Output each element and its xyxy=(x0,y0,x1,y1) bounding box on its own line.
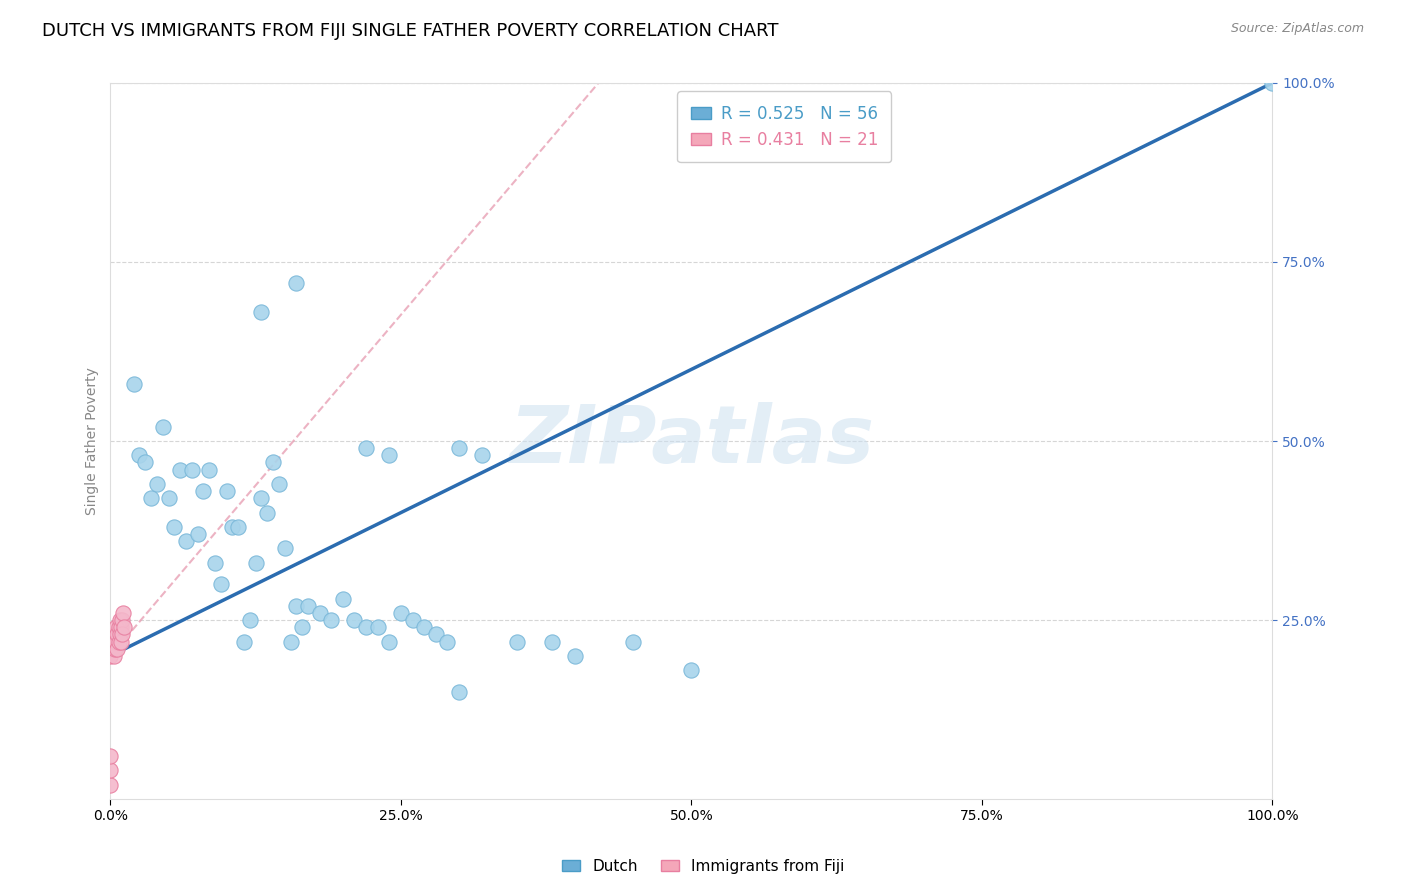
Y-axis label: Single Father Poverty: Single Father Poverty xyxy=(86,368,100,515)
Point xyxy=(285,277,308,291)
Point xyxy=(104,641,127,656)
Point xyxy=(506,634,529,648)
Point xyxy=(157,491,180,506)
Point xyxy=(215,484,238,499)
Point xyxy=(111,627,134,641)
Point xyxy=(285,599,308,613)
Text: ZIPatlas: ZIPatlas xyxy=(509,402,875,480)
Point xyxy=(471,448,494,462)
Point xyxy=(308,606,330,620)
Point xyxy=(297,599,319,613)
Point xyxy=(221,520,243,534)
Point xyxy=(100,749,122,764)
Point xyxy=(180,463,202,477)
Point xyxy=(209,577,232,591)
Point xyxy=(378,448,401,462)
Point xyxy=(174,534,197,549)
Point xyxy=(105,634,128,648)
Point xyxy=(425,627,447,641)
Point xyxy=(139,491,162,506)
Point xyxy=(103,634,125,648)
Point xyxy=(122,376,145,391)
Point xyxy=(1261,76,1284,90)
Point xyxy=(108,627,131,641)
Point xyxy=(541,634,564,648)
Text: Source: ZipAtlas.com: Source: ZipAtlas.com xyxy=(1230,22,1364,36)
Legend: R = 0.525   N = 56, R = 0.431   N = 21: R = 0.525 N = 56, R = 0.431 N = 21 xyxy=(678,91,891,162)
Point xyxy=(343,613,366,627)
Point xyxy=(321,613,343,627)
Point xyxy=(262,455,284,469)
Point xyxy=(104,627,127,641)
Point xyxy=(267,477,290,491)
Point xyxy=(105,627,128,641)
Point xyxy=(447,684,470,698)
Point xyxy=(401,613,423,627)
Point xyxy=(233,634,256,648)
Point xyxy=(273,541,295,556)
Point xyxy=(436,634,458,648)
Point xyxy=(250,491,273,506)
Point xyxy=(107,620,129,634)
Point xyxy=(413,620,436,634)
Point xyxy=(256,506,278,520)
Point xyxy=(112,606,135,620)
Point xyxy=(204,556,226,570)
Point xyxy=(245,556,267,570)
Point xyxy=(107,634,129,648)
Point xyxy=(193,484,215,499)
Point xyxy=(105,620,128,634)
Point xyxy=(389,606,412,620)
Point xyxy=(291,620,314,634)
Point xyxy=(280,634,302,648)
Point xyxy=(447,441,470,455)
Point xyxy=(134,455,156,469)
Point xyxy=(198,463,221,477)
Point xyxy=(103,648,125,663)
Point xyxy=(378,634,401,648)
Point xyxy=(367,620,389,634)
Point xyxy=(621,634,644,648)
Point xyxy=(111,613,134,627)
Point xyxy=(354,441,377,455)
Point xyxy=(105,641,128,656)
Point xyxy=(250,305,273,319)
Text: DUTCH VS IMMIGRANTS FROM FIJI SINGLE FATHER POVERTY CORRELATION CHART: DUTCH VS IMMIGRANTS FROM FIJI SINGLE FAT… xyxy=(42,22,779,40)
Point xyxy=(226,520,249,534)
Point xyxy=(100,764,122,778)
Legend: Dutch, Immigrants from Fiji: Dutch, Immigrants from Fiji xyxy=(555,853,851,880)
Point xyxy=(100,634,122,648)
Point xyxy=(108,613,131,627)
Point xyxy=(187,527,209,541)
Point xyxy=(110,620,132,634)
Point xyxy=(354,620,377,634)
Point xyxy=(100,778,122,792)
Point xyxy=(101,641,124,656)
Point xyxy=(110,634,132,648)
Point xyxy=(169,463,191,477)
Point xyxy=(128,448,150,462)
Point xyxy=(564,648,586,663)
Point xyxy=(100,648,122,663)
Point xyxy=(239,613,262,627)
Point xyxy=(112,620,135,634)
Point xyxy=(146,477,169,491)
Point xyxy=(332,591,354,606)
Point xyxy=(163,520,186,534)
Point xyxy=(152,419,174,434)
Point xyxy=(681,663,703,677)
